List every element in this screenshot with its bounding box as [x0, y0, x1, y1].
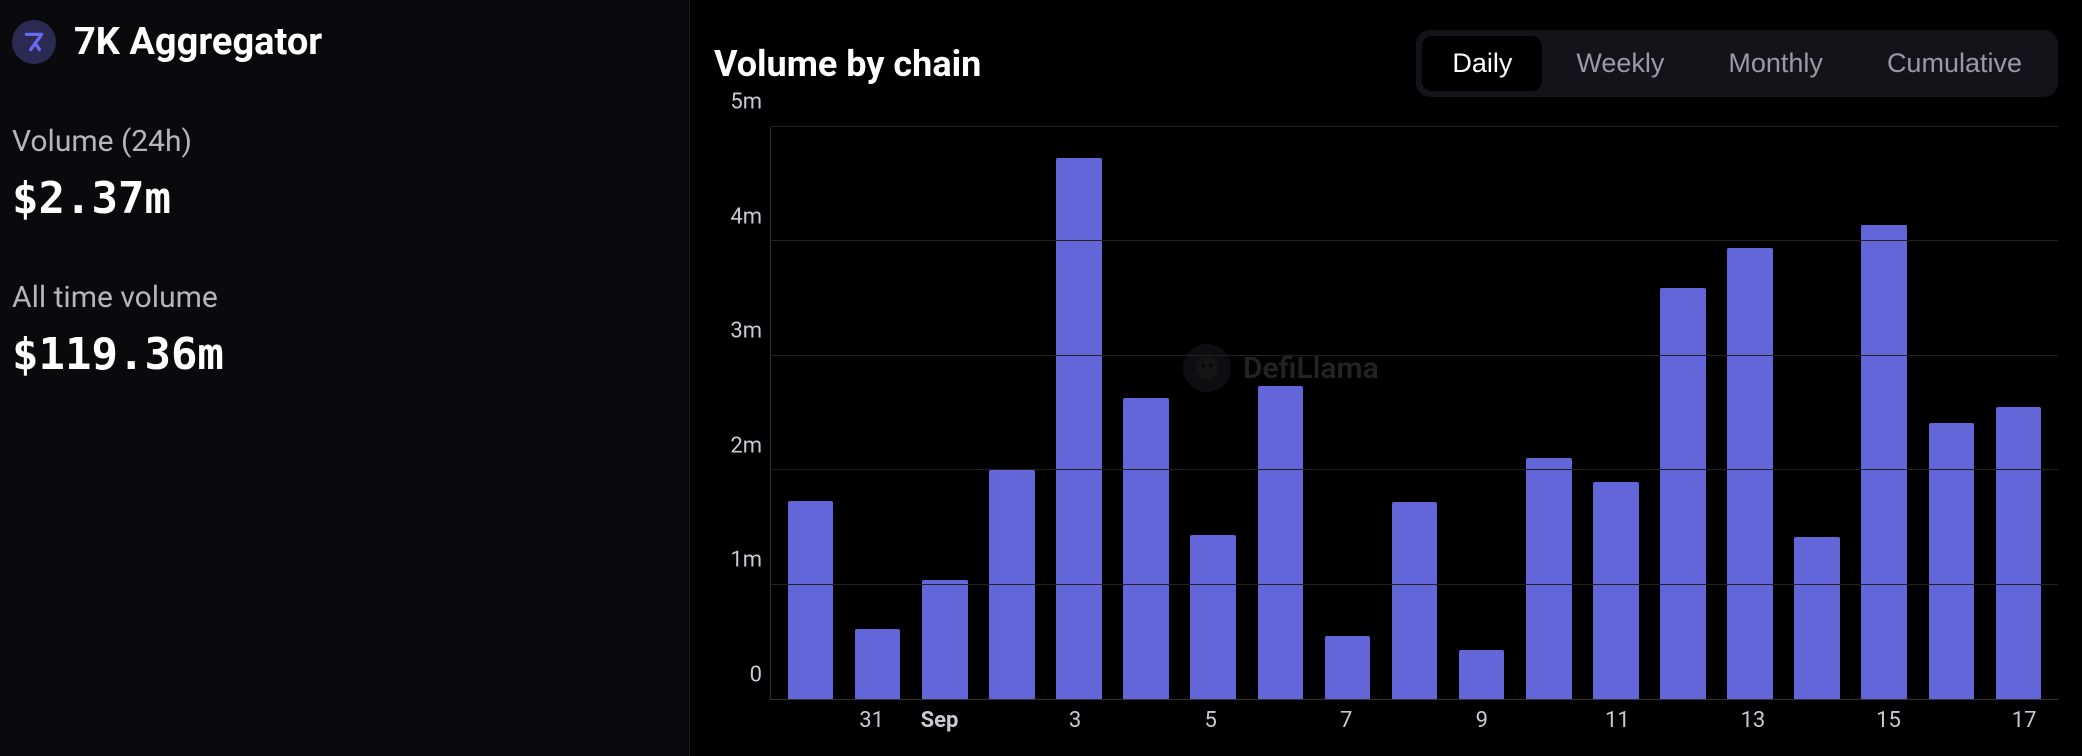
x-tick-label: 5 — [1204, 708, 1216, 733]
x-tick-label: 13 — [1741, 708, 1766, 733]
timeframe-tabs: DailyWeeklyMonthlyCumulative — [1416, 30, 2058, 97]
bar-slot — [978, 127, 1045, 699]
bar[interactable] — [1996, 407, 2042, 699]
bar-slot — [1784, 127, 1851, 699]
bar-slot — [777, 127, 844, 699]
bar[interactable] — [1794, 537, 1840, 699]
sidebar: 7K Aggregator Volume (24h) $2.37m All ti… — [0, 0, 690, 756]
bar[interactable] — [855, 629, 901, 699]
stat-all-time-volume: All time volume $119.36m — [12, 280, 677, 380]
app-logo-icon — [12, 20, 56, 64]
bar[interactable] — [1861, 225, 1907, 699]
bar-slot — [911, 127, 978, 699]
bar[interactable] — [1056, 158, 1102, 699]
bar[interactable] — [1123, 398, 1169, 699]
x-tick-label: Sep — [921, 708, 959, 733]
bar-slot — [1918, 127, 1985, 699]
bar[interactable] — [1190, 535, 1236, 699]
bars-container — [771, 127, 2058, 699]
grid-line — [771, 126, 2058, 127]
x-tick-label: 11 — [1605, 708, 1630, 733]
x-tick-label: 7 — [1340, 708, 1352, 733]
bar-slot — [1515, 127, 1582, 699]
bar-slot — [1314, 127, 1381, 699]
tab-weekly[interactable]: Weekly — [1546, 36, 1694, 91]
grid-line — [771, 355, 2058, 356]
grid-line — [771, 469, 2058, 470]
bar-slot — [1717, 127, 1784, 699]
tab-daily[interactable]: Daily — [1422, 36, 1542, 91]
stat-label: Volume (24h) — [12, 124, 677, 159]
x-tick-label: 17 — [2012, 708, 2037, 733]
bar[interactable] — [1392, 502, 1438, 699]
y-tick-label: 0 — [750, 663, 762, 688]
bar[interactable] — [1727, 248, 1773, 699]
sidebar-header: 7K Aggregator — [12, 20, 677, 64]
bar-slot — [1851, 127, 1918, 699]
tab-cumulative[interactable]: Cumulative — [1857, 36, 2052, 91]
y-tick-label: 4m — [730, 204, 762, 229]
bar-slot — [1045, 127, 1112, 699]
bar[interactable] — [922, 580, 968, 699]
y-tick-label: 3m — [730, 319, 762, 344]
y-tick-label: 2m — [730, 433, 762, 458]
tab-monthly[interactable]: Monthly — [1698, 36, 1853, 91]
bar-slot — [844, 127, 911, 699]
grid-line — [771, 240, 2058, 241]
main-panel: Volume by chain DailyWeeklyMonthlyCumula… — [690, 0, 2082, 756]
y-tick-label: 5m — [730, 90, 762, 115]
y-axis: 01m2m3m4m5m — [714, 127, 770, 700]
x-tick-label: 15 — [1876, 708, 1901, 733]
bar-slot — [1985, 127, 2052, 699]
chart-header: Volume by chain DailyWeeklyMonthlyCumula… — [714, 30, 2058, 97]
x-tick-label: 31 — [859, 708, 884, 733]
plot-area[interactable]: DefiLlama — [770, 127, 2058, 700]
bar-slot — [1448, 127, 1515, 699]
bar[interactable] — [1929, 423, 1975, 699]
chart-title: Volume by chain — [714, 43, 981, 85]
bar[interactable] — [1660, 288, 1706, 699]
volume-chart: 01m2m3m4m5m DefiLlama — [714, 127, 2058, 700]
app-title: 7K Aggregator — [74, 20, 322, 64]
bar[interactable] — [1325, 636, 1371, 699]
x-tick-label: 9 — [1476, 708, 1488, 733]
y-tick-label: 1m — [730, 548, 762, 573]
bar-slot — [1247, 127, 1314, 699]
bar-slot — [1113, 127, 1180, 699]
x-axis: 31 Sep 3 5 7 9 11 13 15 17 — [770, 700, 2058, 746]
stat-label: All time volume — [12, 280, 677, 315]
stat-volume-24h: Volume (24h) $2.37m — [12, 124, 677, 224]
bar-slot — [1180, 127, 1247, 699]
bar-slot — [1582, 127, 1649, 699]
grid-line — [771, 584, 2058, 585]
bar-slot — [1649, 127, 1716, 699]
stat-value: $2.37m — [12, 173, 677, 224]
bar[interactable] — [788, 501, 834, 699]
stat-value: $119.36m — [12, 329, 677, 380]
bar-slot — [1381, 127, 1448, 699]
bar[interactable] — [1459, 650, 1505, 699]
bar[interactable] — [1526, 458, 1572, 699]
bar[interactable] — [1593, 482, 1639, 699]
bar[interactable] — [1258, 386, 1304, 699]
x-tick-label: 3 — [1069, 708, 1081, 733]
